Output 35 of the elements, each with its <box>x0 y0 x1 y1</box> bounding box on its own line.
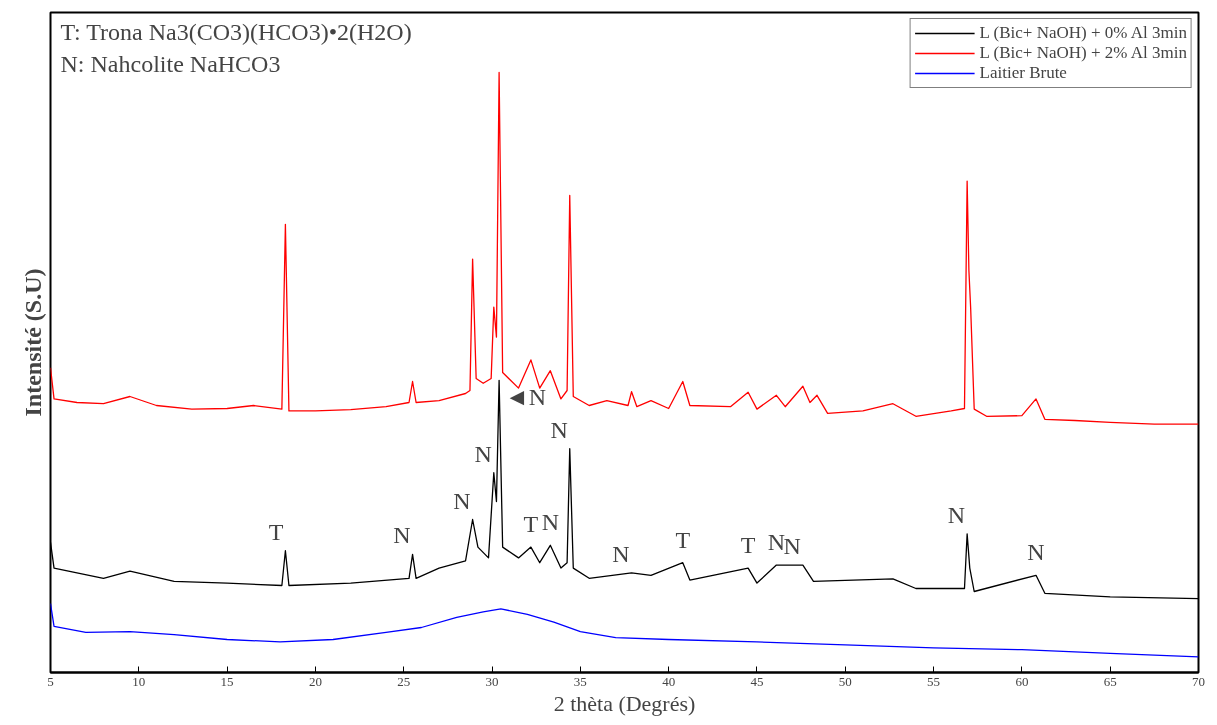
legend-label: L (Bic+ NaOH) + 2% Al 3min <box>979 43 1187 63</box>
annotation: N <box>783 533 801 560</box>
annotation: T <box>268 518 284 545</box>
annotation: T <box>675 526 691 553</box>
x-tick-label: 25 <box>397 673 411 689</box>
x-tick-label: 40 <box>662 673 676 689</box>
annotation: N <box>550 416 568 443</box>
annotation: ◄N <box>505 384 547 411</box>
annotation: N: Nahcolite NaHCO3 <box>60 50 281 77</box>
annotation: N <box>947 501 966 528</box>
annotation: N <box>1027 539 1045 566</box>
annotation: N <box>393 522 411 549</box>
annotation: N <box>474 440 492 467</box>
x-tick-label: 35 <box>573 673 587 689</box>
x-tick-label: 45 <box>750 673 764 689</box>
x-tick-label: 60 <box>1015 673 1029 689</box>
x-tick-label: 65 <box>1103 673 1117 689</box>
x-tick-label: 15 <box>220 673 234 689</box>
x-tick-label: 55 <box>927 673 941 689</box>
x-tick-label: 70 <box>1192 673 1205 689</box>
legend-label: L (Bic+ NaOH) + 0% Al 3min <box>979 23 1187 43</box>
x-tick-label: 30 <box>485 673 499 689</box>
x-tick-label: 5 <box>47 673 54 689</box>
annotation: T <box>740 532 756 559</box>
x-tick-label: 20 <box>308 673 322 689</box>
text: T: Trona Na3(CO3)(HCO3)•2(H2O) <box>60 18 412 45</box>
annotation: N <box>541 509 559 536</box>
legend-label: Laitier Brute <box>979 63 1067 83</box>
annotation: N <box>612 540 630 567</box>
y-axis-title: Intensité (S.U) <box>19 268 46 417</box>
x-tick-label: 50 <box>838 673 852 689</box>
annotation: N <box>453 487 471 514</box>
x-axis-title: 2 thèta (Degrés) <box>553 690 696 716</box>
x-tick-label: 10 <box>132 673 146 689</box>
annotation: T <box>523 511 539 538</box>
